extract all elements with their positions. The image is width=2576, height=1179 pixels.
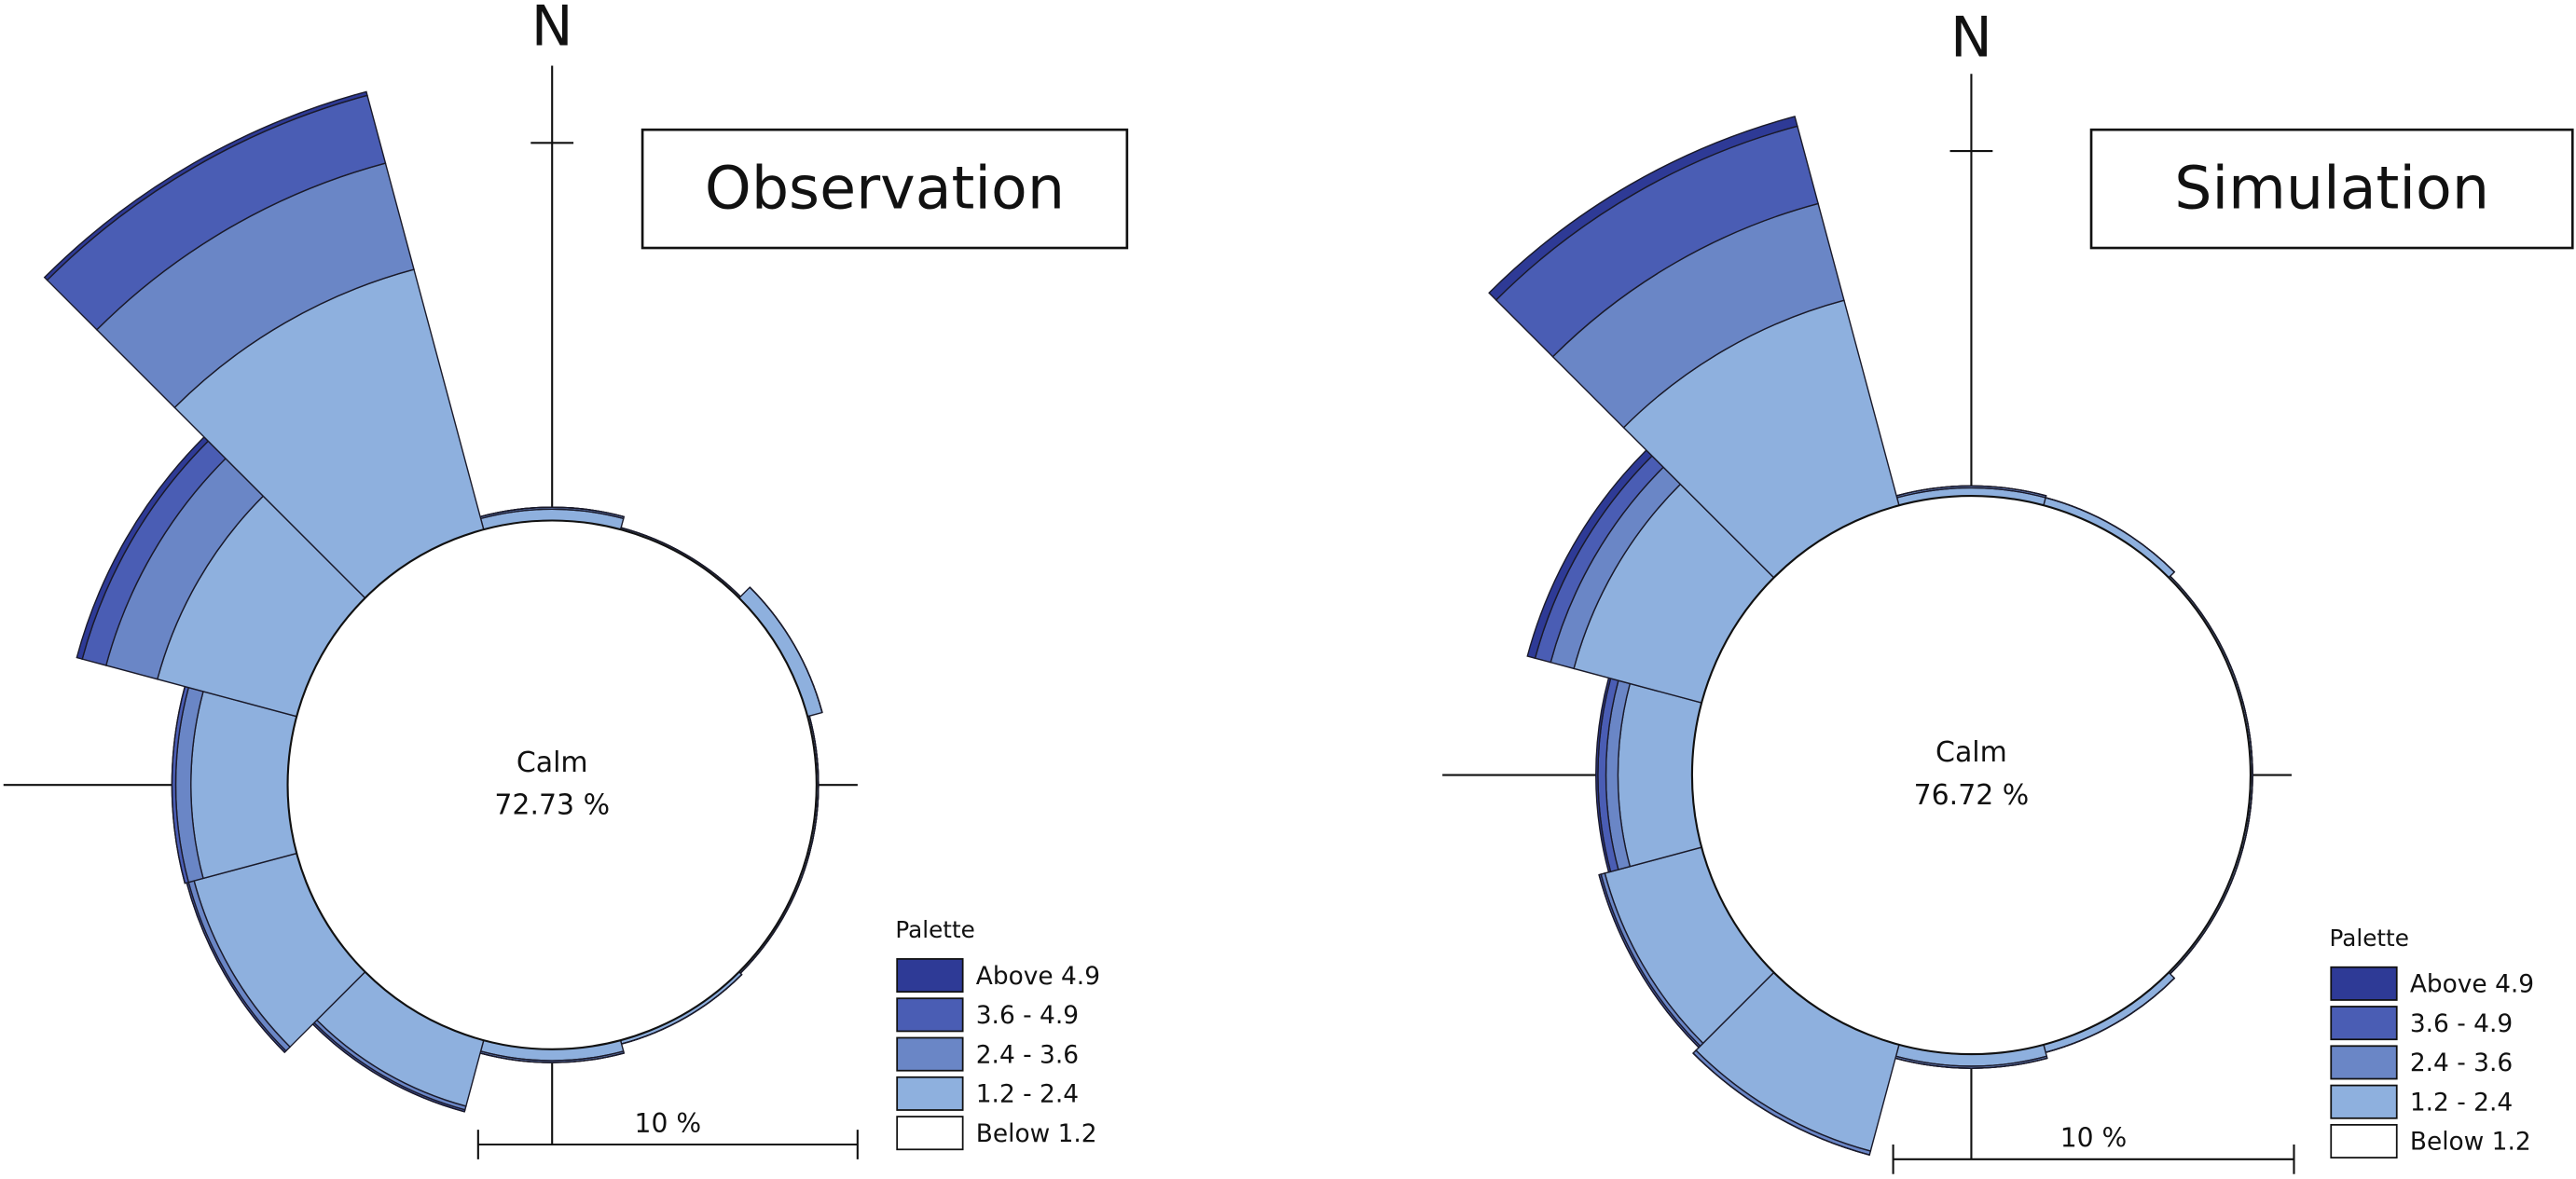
wind-segment xyxy=(479,506,625,518)
legend-label: 3.6 - 4.9 xyxy=(976,1001,1079,1030)
legend-swatch xyxy=(2330,1123,2398,1158)
legend-label: Below 1.2 xyxy=(2410,1128,2531,1157)
legend-swatch xyxy=(896,1076,964,1111)
calm-value: 72.73 % xyxy=(494,789,610,822)
legend-title: Palette xyxy=(2330,925,2409,952)
wind-segment xyxy=(1617,682,1702,868)
title-box xyxy=(2089,128,2574,250)
calm-circle xyxy=(286,519,818,1050)
legend-label: 2.4 - 3.6 xyxy=(2410,1049,2513,1077)
legend-label: Above 4.9 xyxy=(976,962,1100,991)
legend-swatch xyxy=(896,958,964,994)
legend-label: Above 4.9 xyxy=(2410,970,2534,999)
wind-segment xyxy=(190,691,298,880)
legend-label: 3.6 - 4.9 xyxy=(2410,1009,2513,1038)
legend-swatch xyxy=(2330,1006,2398,1041)
calm-value: 76.72 % xyxy=(1914,779,2030,812)
legend-swatch xyxy=(2330,966,2398,1001)
legend-label: 1.2 - 2.4 xyxy=(976,1080,1079,1109)
legend-swatch xyxy=(896,1116,964,1151)
chart-title: Simulation xyxy=(2174,154,2489,223)
legend-label: 2.4 - 3.6 xyxy=(976,1040,1079,1069)
legend-swatch xyxy=(2330,1045,2398,1080)
legend-swatch xyxy=(896,1036,964,1072)
wind-segment xyxy=(43,90,368,281)
scale-label: 10 % xyxy=(635,1108,702,1139)
north-label: N xyxy=(531,0,573,59)
calm-label: Calm xyxy=(1935,736,2007,769)
north-label: N xyxy=(1950,6,1992,71)
legend-title: Palette xyxy=(895,916,974,943)
legend-label: Below 1.2 xyxy=(976,1119,1097,1148)
calm-label: Calm xyxy=(517,747,588,779)
scale-label: 10 % xyxy=(2060,1123,2128,1154)
wind-segment xyxy=(1488,116,1798,301)
legend-swatch xyxy=(2330,1084,2398,1119)
wind-segment xyxy=(1692,1052,1870,1156)
legend-label: 1.2 - 2.4 xyxy=(2410,1088,2513,1117)
chart-title: Observation xyxy=(705,154,1065,223)
calm-circle xyxy=(1690,495,2252,1056)
legend-swatch xyxy=(896,997,964,1033)
title-box xyxy=(641,128,1129,250)
